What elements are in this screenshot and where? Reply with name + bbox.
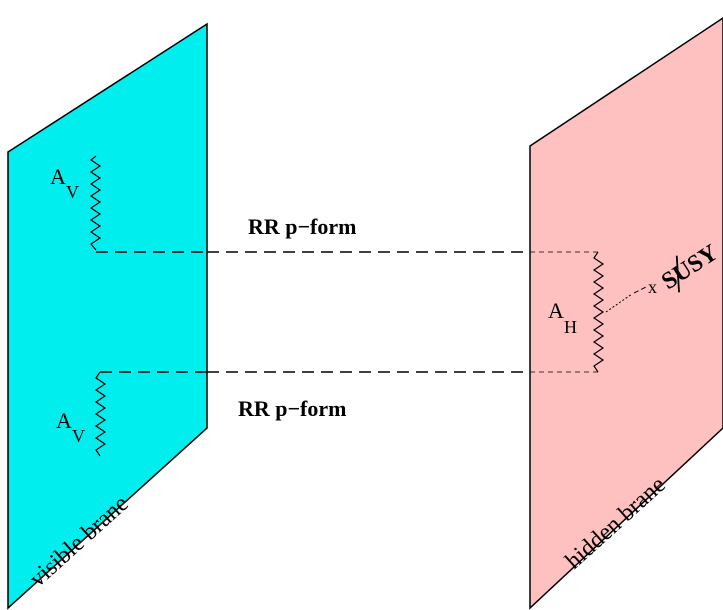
susy-breaking-link	[605, 293, 633, 313]
hidden-brane	[529, 17, 723, 610]
hidden-field-wavy	[592, 251, 605, 373]
field-ah-name: A	[548, 298, 564, 323]
rr-pform-label-upper: RR p−form	[248, 214, 356, 239]
rr-pform-label-lower: RR p−form	[238, 396, 346, 421]
susy-breaking-link-dash	[633, 285, 649, 294]
susy-insertion-mark: x	[648, 277, 657, 297]
field-ah-subscript: H	[564, 317, 577, 337]
visible-field-wavy-lower	[94, 371, 107, 457]
field-av-upper-subscript: V	[66, 182, 79, 202]
visible-field-wavy-upper	[89, 155, 102, 251]
field-av-upper-name: A	[50, 164, 66, 189]
visible-brane	[7, 22, 208, 610]
susy-strike	[675, 255, 680, 293]
field-av-lower-name: A	[56, 408, 72, 433]
field-av-lower-subscript: V	[72, 426, 85, 446]
